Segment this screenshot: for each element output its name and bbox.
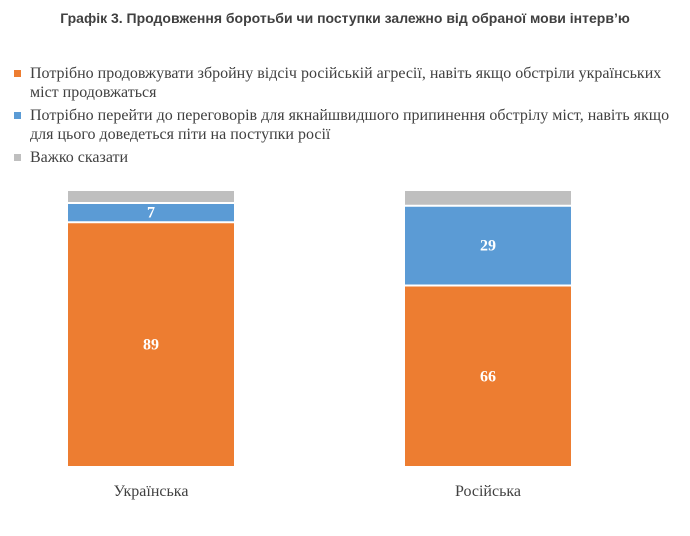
data-label-negotiate-ukrainian: 7 (147, 205, 155, 222)
data-label-continue-russian: 66 (480, 368, 496, 385)
data-label-negotiate-russian: 29 (480, 238, 496, 255)
category-label-russian: Російська (455, 483, 521, 500)
bar-segment-negotiate-russian (405, 206, 571, 285)
legend-swatch-hard-to-say (14, 154, 21, 161)
chart-legend: Потрібно продовжувати збройну відсіч рос… (14, 64, 674, 171)
legend-label-continue: Потрібно продовжувати збройну відсіч рос… (30, 65, 662, 101)
category-label-ukrainian: Українська (114, 483, 189, 500)
legend-label-hard-to-say: Важко сказати (30, 149, 129, 166)
bar-segment-continue-ukrainian (68, 223, 234, 466)
chart-title: Графік 3. Продовження боротьби чи поступ… (60, 10, 630, 26)
data-label-continue-ukrainian: 89 (143, 337, 159, 354)
legend-item-hard-to-say: Важко сказати (14, 148, 674, 167)
legend-swatch-negotiate (14, 112, 21, 119)
legend-swatch-continue (14, 70, 21, 77)
bar-segment-hard-to-say-russian (405, 191, 571, 205)
bar-segment-hard-to-say-ukrainian (68, 191, 234, 202)
bar-segment-negotiate-ukrainian (68, 204, 234, 222)
legend-label-negotiate: Потрібно перейти до переговорів для якна… (30, 107, 670, 143)
bar-segment-continue-russian (405, 286, 571, 466)
legend-item-negotiate: Потрібно перейти до переговорів для якна… (14, 106, 674, 144)
legend-item-continue: Потрібно продовжувати збройну відсіч рос… (14, 64, 674, 102)
